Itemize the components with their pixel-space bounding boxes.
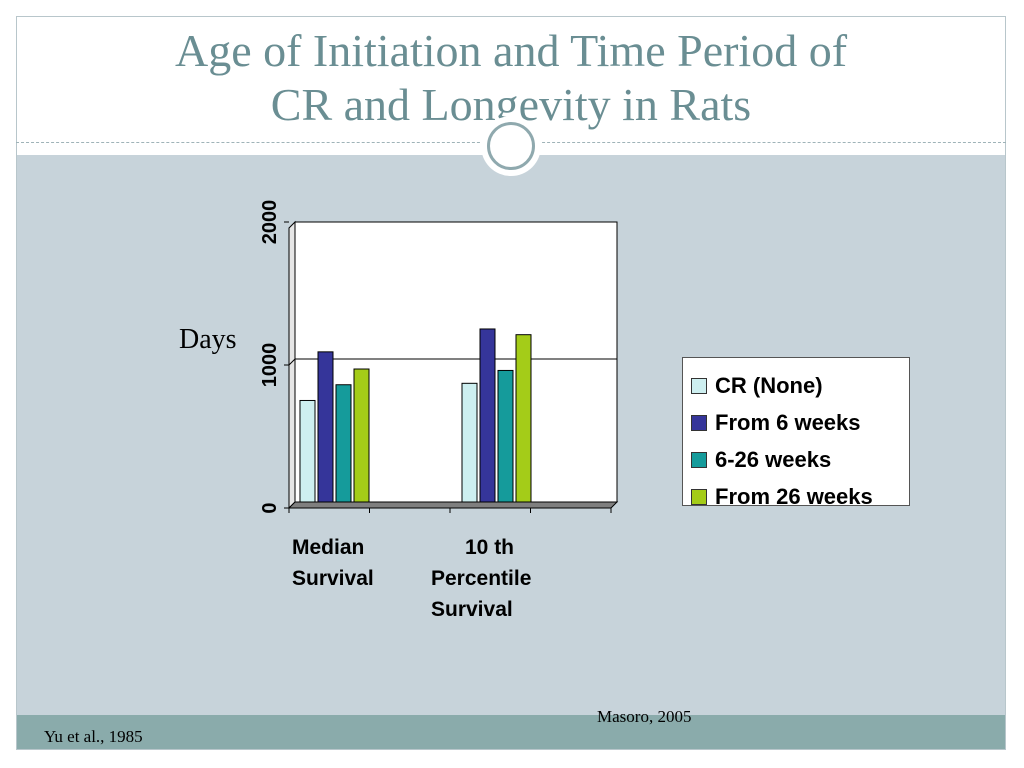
legend-swatch bbox=[691, 451, 707, 468]
legend-label: From 26 weeks bbox=[715, 483, 873, 509]
legend-item-from-26-weeks: From 26 weeks bbox=[683, 478, 909, 515]
bar-cr-none--cat-0 bbox=[299, 399, 316, 503]
x-category-label-1-line-0: 10 th bbox=[465, 536, 514, 559]
y-axis-title: Days bbox=[179, 324, 237, 355]
plot-side-wall bbox=[288, 220, 296, 510]
bar-from-26-weeks-cat-1 bbox=[515, 334, 532, 503]
bar-from-26-weeks-cat-0 bbox=[353, 368, 370, 503]
legend-item-6-26-weeks: 6-26 weeks bbox=[683, 441, 909, 478]
legend-label: 6-26 weeks bbox=[715, 446, 832, 472]
slide-title-line-1: Age of Initiation and Time Period of bbox=[174, 25, 848, 76]
x-category-label-1-line-2: Survival bbox=[431, 598, 513, 621]
citation-yu: Yu et al., 1985 bbox=[44, 727, 143, 746]
title-area: Age of Initiation and Time Period of CR … bbox=[16, 16, 1006, 143]
bar-6-26-weeks-cat-0 bbox=[335, 384, 352, 503]
legend-swatch bbox=[691, 488, 707, 505]
legend-swatch bbox=[691, 377, 707, 394]
y-tick-label-0: 0 bbox=[259, 502, 281, 513]
bar-from-6-weeks-cat-1 bbox=[479, 328, 496, 503]
legend-item-cr-none-: CR (None) bbox=[683, 367, 909, 404]
legend-item-from-6-weeks: From 6 weeks bbox=[683, 404, 909, 441]
gridline-wall-1000 bbox=[288, 358, 296, 366]
legend-label: From 6 weeks bbox=[715, 409, 861, 435]
x-category-label-0-line-1: Survival bbox=[292, 567, 374, 590]
bar-from-6-weeks-cat-0 bbox=[317, 351, 334, 503]
x-category-label-1-line-1: Percentile bbox=[431, 567, 531, 590]
slide-title: Age of Initiation and Time Period of CR … bbox=[16, 24, 1006, 132]
legend-swatch bbox=[691, 414, 707, 431]
plot-floor bbox=[287, 501, 619, 509]
footer-band bbox=[17, 715, 1005, 749]
bar-cr-none--cat-1 bbox=[461, 382, 478, 503]
bar-6-26-weeks-cat-1 bbox=[497, 369, 514, 503]
decorative-ring-inner-icon bbox=[487, 122, 535, 170]
chart-legend: CR (None) From 6 weeks 6-26 weeks From 26 w… bbox=[682, 357, 910, 509]
chart-root: 0 1000 2000 Median Survival 10 th Percentile Su… bbox=[259, 200, 619, 621]
y-tick-label-1000: 1000 bbox=[259, 343, 281, 388]
citation-masoro: Masoro, 2005 bbox=[597, 707, 692, 726]
y-tick-label-2000: 2000 bbox=[259, 200, 281, 245]
x-category-label-0-line-0: Median bbox=[292, 536, 364, 559]
legend-label: CR (None) bbox=[715, 372, 823, 398]
